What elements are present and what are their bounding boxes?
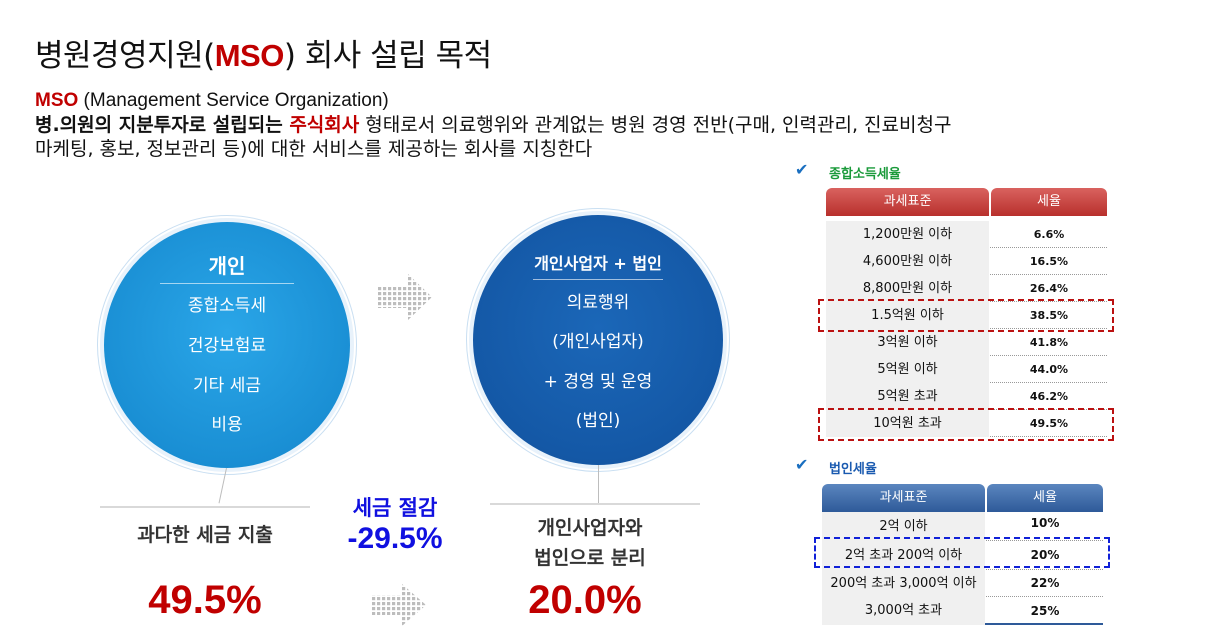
left-circle-item: 건강보험료 xyxy=(187,336,267,356)
left-value: 49.5% xyxy=(148,578,262,622)
table-row: 1,200만원 이하 6.6% xyxy=(826,221,1107,248)
income-tax-rate: 44.0% xyxy=(1029,363,1069,376)
right-circle-head: 개인사업자 + 법인 xyxy=(534,254,662,273)
corp-tax-header-rate: 세율 xyxy=(987,484,1103,512)
title-prefix: 병원경영지원( xyxy=(35,38,215,74)
income-tax-base: 10억원 초과 xyxy=(826,410,989,437)
saving-value: -29.5% xyxy=(347,522,443,555)
right-label-line2: 법인으로 분리 xyxy=(534,547,646,569)
corp-tax-rate: 20% xyxy=(1030,548,1060,562)
right-circle-item: (법인) xyxy=(575,411,621,431)
arrow-right-icon xyxy=(378,274,432,320)
title-accent: MSO xyxy=(214,38,285,73)
definition-line3: 마케팅, 홍보, 정보관리 등)에 대한 서비스를 제공하는 회사를 지칭한다 xyxy=(35,138,593,160)
title-suffix: ) 회사 설립 목적 xyxy=(283,38,492,74)
definition-rest: 형태로서 의료행위와 관계없는 병원 경영 전반(구매, 인력관리, 진료비청구 xyxy=(359,114,952,136)
right-stem xyxy=(598,465,599,503)
arrow-right-icon xyxy=(372,584,426,626)
right-divider xyxy=(490,503,700,505)
left-circle-item: 비용 xyxy=(211,415,243,435)
income-tax-base: 5억원 이하 xyxy=(826,356,989,383)
table-row: 2억 초과 200억 이하 20% xyxy=(822,541,1103,570)
corp-tax-base: 2억 이하 xyxy=(822,512,985,541)
income-tax-base: 4,600만원 이하 xyxy=(826,248,989,275)
corp-tax-rate: 22% xyxy=(1030,576,1060,590)
table-row: 3억원 이하 41.8% xyxy=(826,329,1107,356)
definition-bold: 병.의원의 지분투자로 설립되는 xyxy=(35,114,290,136)
table-row: 8,800만원 이하 26.4% xyxy=(826,275,1107,302)
income-tax-title: 종합소득세율 xyxy=(829,167,901,182)
checkmark-icon: ✔ xyxy=(795,455,809,474)
right-value: 20.0% xyxy=(528,578,642,622)
table-row: 2억 이하 10% xyxy=(822,512,1103,541)
income-tax-header-rate: 세율 xyxy=(991,188,1107,216)
income-tax-rate: 41.8% xyxy=(1029,336,1069,349)
income-tax-base: 3억원 이하 xyxy=(826,329,989,356)
definition-red: 주식회사 xyxy=(289,114,360,136)
right-circle-divider xyxy=(533,279,663,280)
corp-tax-header-base: 과세표준 xyxy=(822,484,985,512)
income-tax-rate: 49.5% xyxy=(1029,417,1069,430)
right-circle xyxy=(473,215,723,465)
definition-line2: 병.의원의 지분투자로 설립되는 주식회사 형태로서 의료행위와 관계없는 병원… xyxy=(35,113,951,137)
left-label: 과다한 세금 지출 xyxy=(137,524,273,546)
corp-tax-rate: 10% xyxy=(1030,516,1060,530)
corp-tax-title: 법인세율 xyxy=(829,462,877,477)
saving-label: 세금 절감 xyxy=(352,496,438,520)
table-row: 200억 초과 3,000억 이하 22% xyxy=(822,570,1103,597)
definition-line1: MSO (Management Service Organization) xyxy=(35,88,951,113)
page-title: 병원경영지원(MSO) 회사 설립 목적 xyxy=(35,30,492,75)
left-circle-head: 개인 xyxy=(208,254,246,278)
left-circle-divider xyxy=(160,283,294,284)
income-tax-header-base: 과세표준 xyxy=(826,188,989,216)
income-tax-base: 1,200만원 이하 xyxy=(826,221,989,248)
right-circle-item: 의료행위 xyxy=(566,293,630,313)
right-circle-item: (개인사업자) xyxy=(552,332,644,352)
income-tax-base: 5억원 초과 xyxy=(826,383,989,410)
highlight-box xyxy=(818,408,1114,441)
table-row: 10억원 초과 49.5% xyxy=(826,410,1107,437)
table-row: 4,600만원 이하 16.5% xyxy=(826,248,1107,275)
checkmark-icon: ✔ xyxy=(795,160,809,179)
corp-tax-base: 200억 초과 3,000억 이하 xyxy=(822,570,985,597)
table-row: 5억원 초과 46.2% xyxy=(826,383,1107,410)
corp-tax-base: 3,000억 초과 xyxy=(822,597,985,625)
income-tax-base: 1.5억원 이하 xyxy=(826,302,989,329)
table-row: 5억원 이하 44.0% xyxy=(826,356,1107,383)
income-tax-rate: 26.4% xyxy=(1029,282,1069,295)
left-circle-item: 종합소득세 xyxy=(187,296,267,316)
income-tax-rate: 16.5% xyxy=(1029,255,1069,268)
left-divider xyxy=(100,506,310,508)
mso-abbr: MSO xyxy=(35,90,79,111)
right-label-line1: 개인사업자와 xyxy=(537,517,643,539)
income-tax-base: 8,800만원 이하 xyxy=(826,275,989,302)
corp-tax-base: 2억 초과 200억 이하 xyxy=(822,541,985,570)
mso-full: (Management Service Organization) xyxy=(78,90,389,111)
left-circle-item: 기타 세금 xyxy=(193,376,261,396)
right-circle-item: + 경영 및 운영 xyxy=(543,372,653,392)
highlight-box xyxy=(814,537,1110,568)
left-circle xyxy=(104,222,350,468)
highlight-box xyxy=(818,299,1114,332)
income-tax-rate: 6.6% xyxy=(1033,228,1065,241)
income-tax-rate: 38.5% xyxy=(1029,309,1069,322)
income-tax-rate: 46.2% xyxy=(1029,390,1069,403)
table-row: 1.5억원 이하 38.5% xyxy=(826,302,1107,329)
table-row: 3,000억 초과 25% xyxy=(822,597,1103,625)
definition: MSO (Management Service Organization) 병.… xyxy=(35,88,951,161)
corp-tax-rate: 25% xyxy=(1030,604,1060,618)
